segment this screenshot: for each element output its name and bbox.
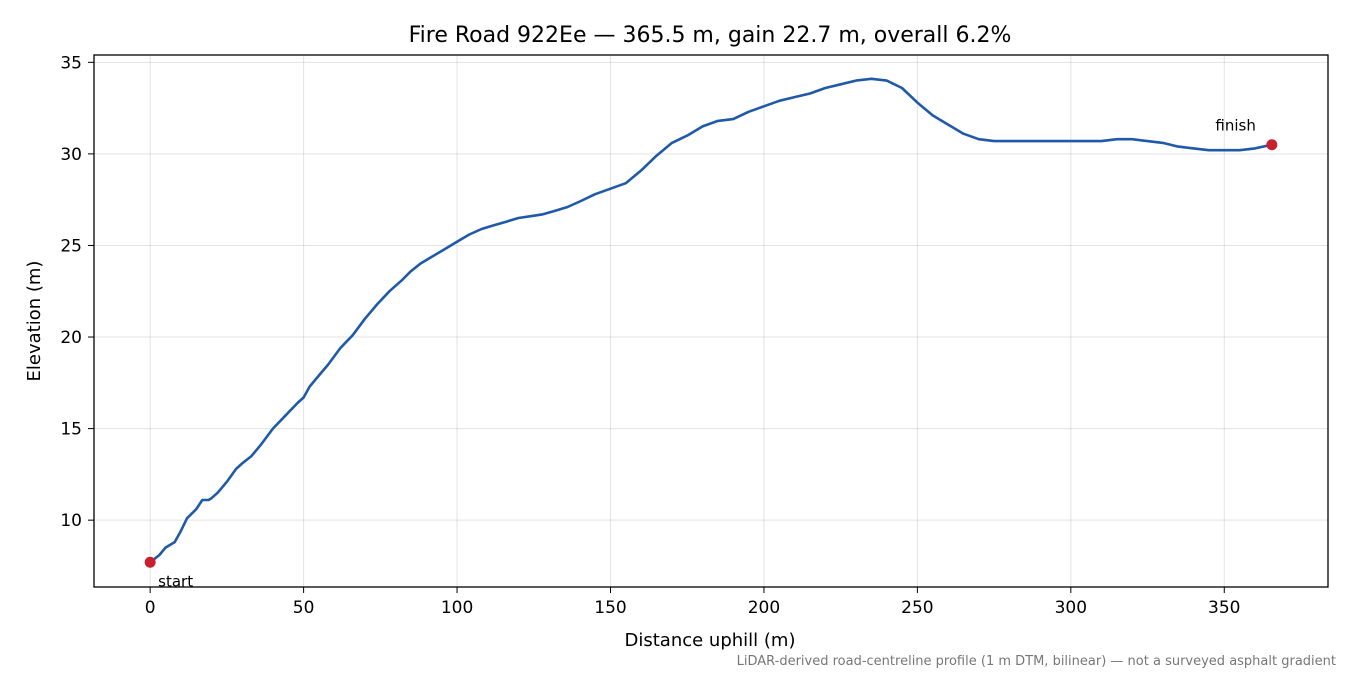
- x-tick-label: 350: [1208, 598, 1240, 618]
- finish-label: finish: [1215, 117, 1255, 135]
- x-tick-label: 250: [901, 598, 933, 618]
- x-tick-label: 100: [441, 598, 473, 618]
- marker-layer: start finish: [144, 117, 1278, 590]
- y-tick-label: 30: [60, 145, 82, 165]
- elevation-series-line: [149, 77, 1273, 564]
- chart-title: Fire Road 922Ee — 365.5 m, gain 22.7 m, …: [409, 23, 1012, 48]
- x-tick-label: 300: [1055, 598, 1087, 618]
- y-tick-label: 15: [60, 420, 82, 440]
- x-tick-label: 0: [145, 598, 156, 618]
- x-axis-label: Distance uphill (m): [625, 630, 796, 651]
- finish-marker: [1266, 139, 1278, 151]
- plot-frame: [93, 54, 1329, 588]
- y-tick-label: 20: [60, 328, 82, 348]
- x-tick-label: 150: [594, 598, 626, 618]
- start-label: start: [158, 572, 193, 590]
- tick-layer: 0 50 100 150 200 250 300 350 10 15 20 25 30 35: [60, 53, 1240, 618]
- y-tick-label: 25: [60, 236, 82, 256]
- x-tick-label: 50: [293, 598, 315, 618]
- y-tick-label: 10: [60, 511, 82, 531]
- y-tick-label: 35: [60, 53, 82, 73]
- y-axis-label: Elevation (m): [24, 261, 45, 382]
- grid-layer: [94, 55, 1328, 587]
- start-marker: [144, 556, 156, 568]
- footnote: LiDAR-derived road-centreline profile (1…: [737, 654, 1336, 669]
- x-tick-label: 200: [748, 598, 780, 618]
